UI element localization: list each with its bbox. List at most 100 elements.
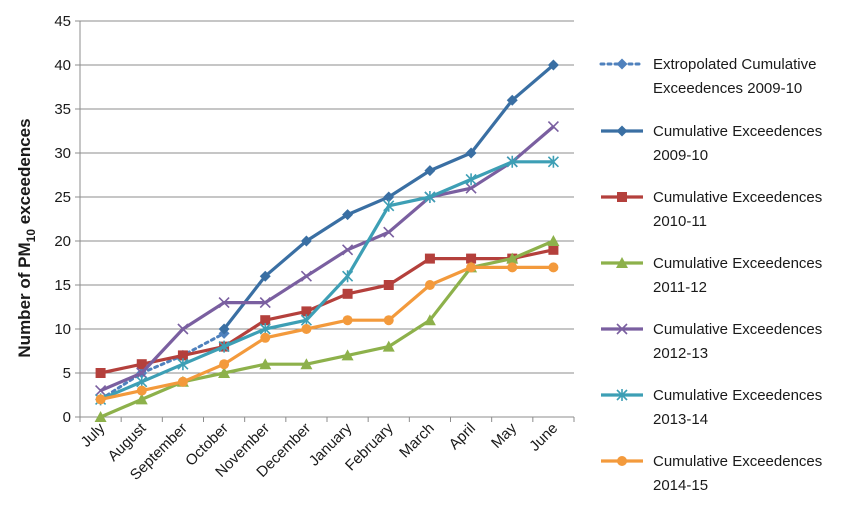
y-tick-label: 40 <box>54 57 71 74</box>
legend-label: 2013-14 <box>653 411 708 428</box>
legend-label: 2014-15 <box>653 477 708 494</box>
data-point <box>301 306 312 317</box>
legend-label: Cumulative Exceedences <box>653 321 822 338</box>
x-tick-label: May <box>488 419 520 451</box>
x-tick-label: July <box>78 419 109 450</box>
data-point <box>383 191 395 203</box>
data-point <box>218 297 230 309</box>
y-axis-label-suffix: exceedences <box>15 118 34 229</box>
y-tick-label: 10 <box>54 321 71 338</box>
data-point <box>465 147 477 159</box>
y-tick-label: 25 <box>54 189 71 206</box>
data-point <box>301 324 312 334</box>
gridlines <box>80 20 574 374</box>
legend-marker <box>616 125 628 137</box>
series-1 <box>218 59 559 335</box>
data-point <box>383 226 395 238</box>
series-line <box>100 265 554 401</box>
data-point <box>547 59 559 71</box>
legend-label: Cumulative Exceedences <box>653 123 822 140</box>
data-point <box>423 314 436 326</box>
legend-label: 2010-11 <box>653 213 707 230</box>
data-point <box>342 288 353 299</box>
x-tick-label: June <box>526 420 561 455</box>
data-point <box>342 244 354 256</box>
series-6 <box>95 262 559 405</box>
y-tick-label: 45 <box>54 13 71 30</box>
data-point <box>465 173 477 186</box>
x-tick-label: March <box>396 420 437 461</box>
data-point <box>218 323 230 335</box>
data-point <box>383 280 394 290</box>
data-point <box>95 385 107 397</box>
series-line <box>99 160 554 401</box>
data-point <box>548 262 559 273</box>
legend-entry-4: Cumulative Exceedences 2012-13 <box>601 321 822 362</box>
data-point <box>136 367 148 379</box>
data-point <box>507 262 518 273</box>
data-point <box>424 280 435 290</box>
legend-entry-1: Cumulative Exceedences 2009-10 <box>601 123 822 164</box>
legend-entry-5: Cumulative Exceedences 2013-14 <box>601 387 822 428</box>
data-point <box>218 367 231 378</box>
data-point <box>466 262 477 273</box>
data-point <box>259 358 272 370</box>
y-axis-label-prefix: Number of PM <box>15 242 34 357</box>
data-point <box>548 244 559 255</box>
legend-label: Cumulative Exceedences <box>653 255 822 272</box>
legend-label: Cumulative Exceedences <box>653 387 822 404</box>
data-point <box>547 155 559 168</box>
data-point <box>342 209 354 221</box>
y-tick-label: 35 <box>54 101 71 118</box>
data-point <box>259 270 271 282</box>
legend-label: Cumulative Exceedences <box>653 453 822 470</box>
data-point <box>177 323 189 335</box>
legend-marker <box>616 389 628 401</box>
data-point <box>260 332 271 343</box>
data-point <box>342 315 353 326</box>
axes: 051015202530354045JulyAugustSeptemberOct… <box>54 13 575 484</box>
data-point <box>260 315 271 326</box>
series-line <box>99 125 555 393</box>
x-tick-label: April <box>446 420 479 453</box>
data-point <box>383 315 394 326</box>
y-tick-label: 5 <box>63 365 71 382</box>
data-point <box>547 235 560 246</box>
legend-marker <box>616 323 628 335</box>
y-axis-label-subscript: 10 <box>24 229 38 243</box>
legend-label: Extropolated Cumulative <box>653 56 816 73</box>
legend-label: 2011-12 <box>653 279 707 296</box>
data-point <box>424 165 436 177</box>
data-point <box>300 235 312 247</box>
y-tick-label: 20 <box>54 233 71 250</box>
data-point <box>506 155 518 168</box>
legend-marker <box>616 257 628 268</box>
legend-marker <box>616 58 628 70</box>
data-point <box>259 297 271 309</box>
legend-label: Exceedences 2009-10 <box>653 80 802 97</box>
data-point <box>466 253 477 264</box>
data-point <box>300 358 313 370</box>
series-5 <box>95 155 559 406</box>
data-point <box>177 350 188 361</box>
data-point <box>177 358 189 371</box>
legend-entry-0: Extropolated Cumulative Exceedences 2009-… <box>599 56 816 97</box>
data-point <box>95 368 106 378</box>
y-tick-label: 0 <box>63 409 71 426</box>
data-point <box>136 359 147 370</box>
series-line <box>99 331 226 401</box>
legend-marker <box>617 456 627 466</box>
data-point <box>219 359 230 370</box>
legend-marker <box>617 192 627 202</box>
data-point <box>300 270 312 282</box>
legend-entry-6: Cumulative Exceedences 2014-15 <box>601 453 822 494</box>
data-point <box>547 121 559 133</box>
data-point <box>506 94 518 106</box>
plot-area <box>94 59 560 422</box>
legend: Extropolated Cumulative Exceedences 2009-… <box>599 56 822 494</box>
data-point <box>342 270 354 283</box>
data-point <box>135 393 148 405</box>
data-point <box>341 349 354 361</box>
legend-label: Cumulative Exceedences <box>653 189 822 206</box>
